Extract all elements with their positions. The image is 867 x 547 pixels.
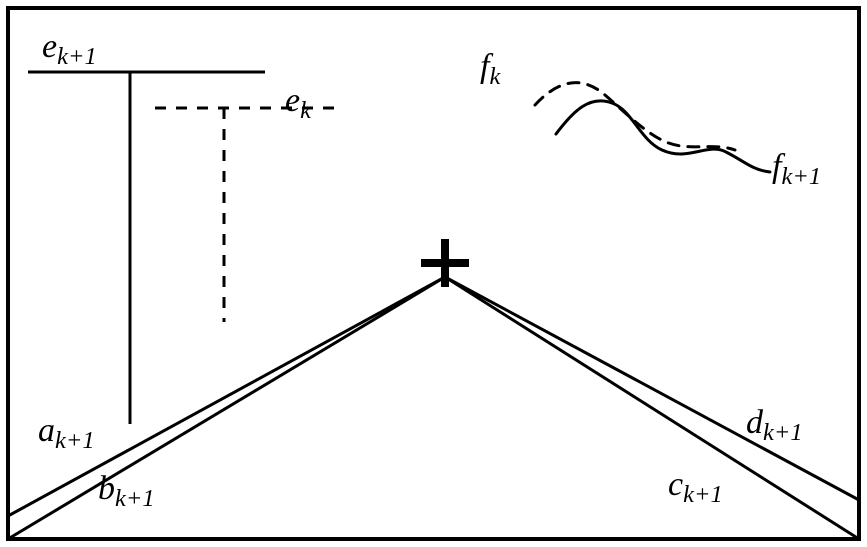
label-e-k-plus-1: ek+1 <box>42 28 97 71</box>
label-d-k-plus-1: dk+1 <box>746 404 803 447</box>
label-e-k: ek <box>285 82 311 125</box>
label-c-k-plus-1: ck+1 <box>668 466 723 509</box>
label-b-k-plus-1: bk+1 <box>98 470 155 513</box>
label-a-k-plus-1: ak+1 <box>38 412 95 455</box>
label-f-k-plus-1: fk+1 <box>772 148 821 191</box>
diagram-svg <box>0 0 867 547</box>
diagram-container: { "canvas": { "width": 867, "height": 54… <box>0 0 867 547</box>
label-f-k: fk <box>480 48 500 91</box>
